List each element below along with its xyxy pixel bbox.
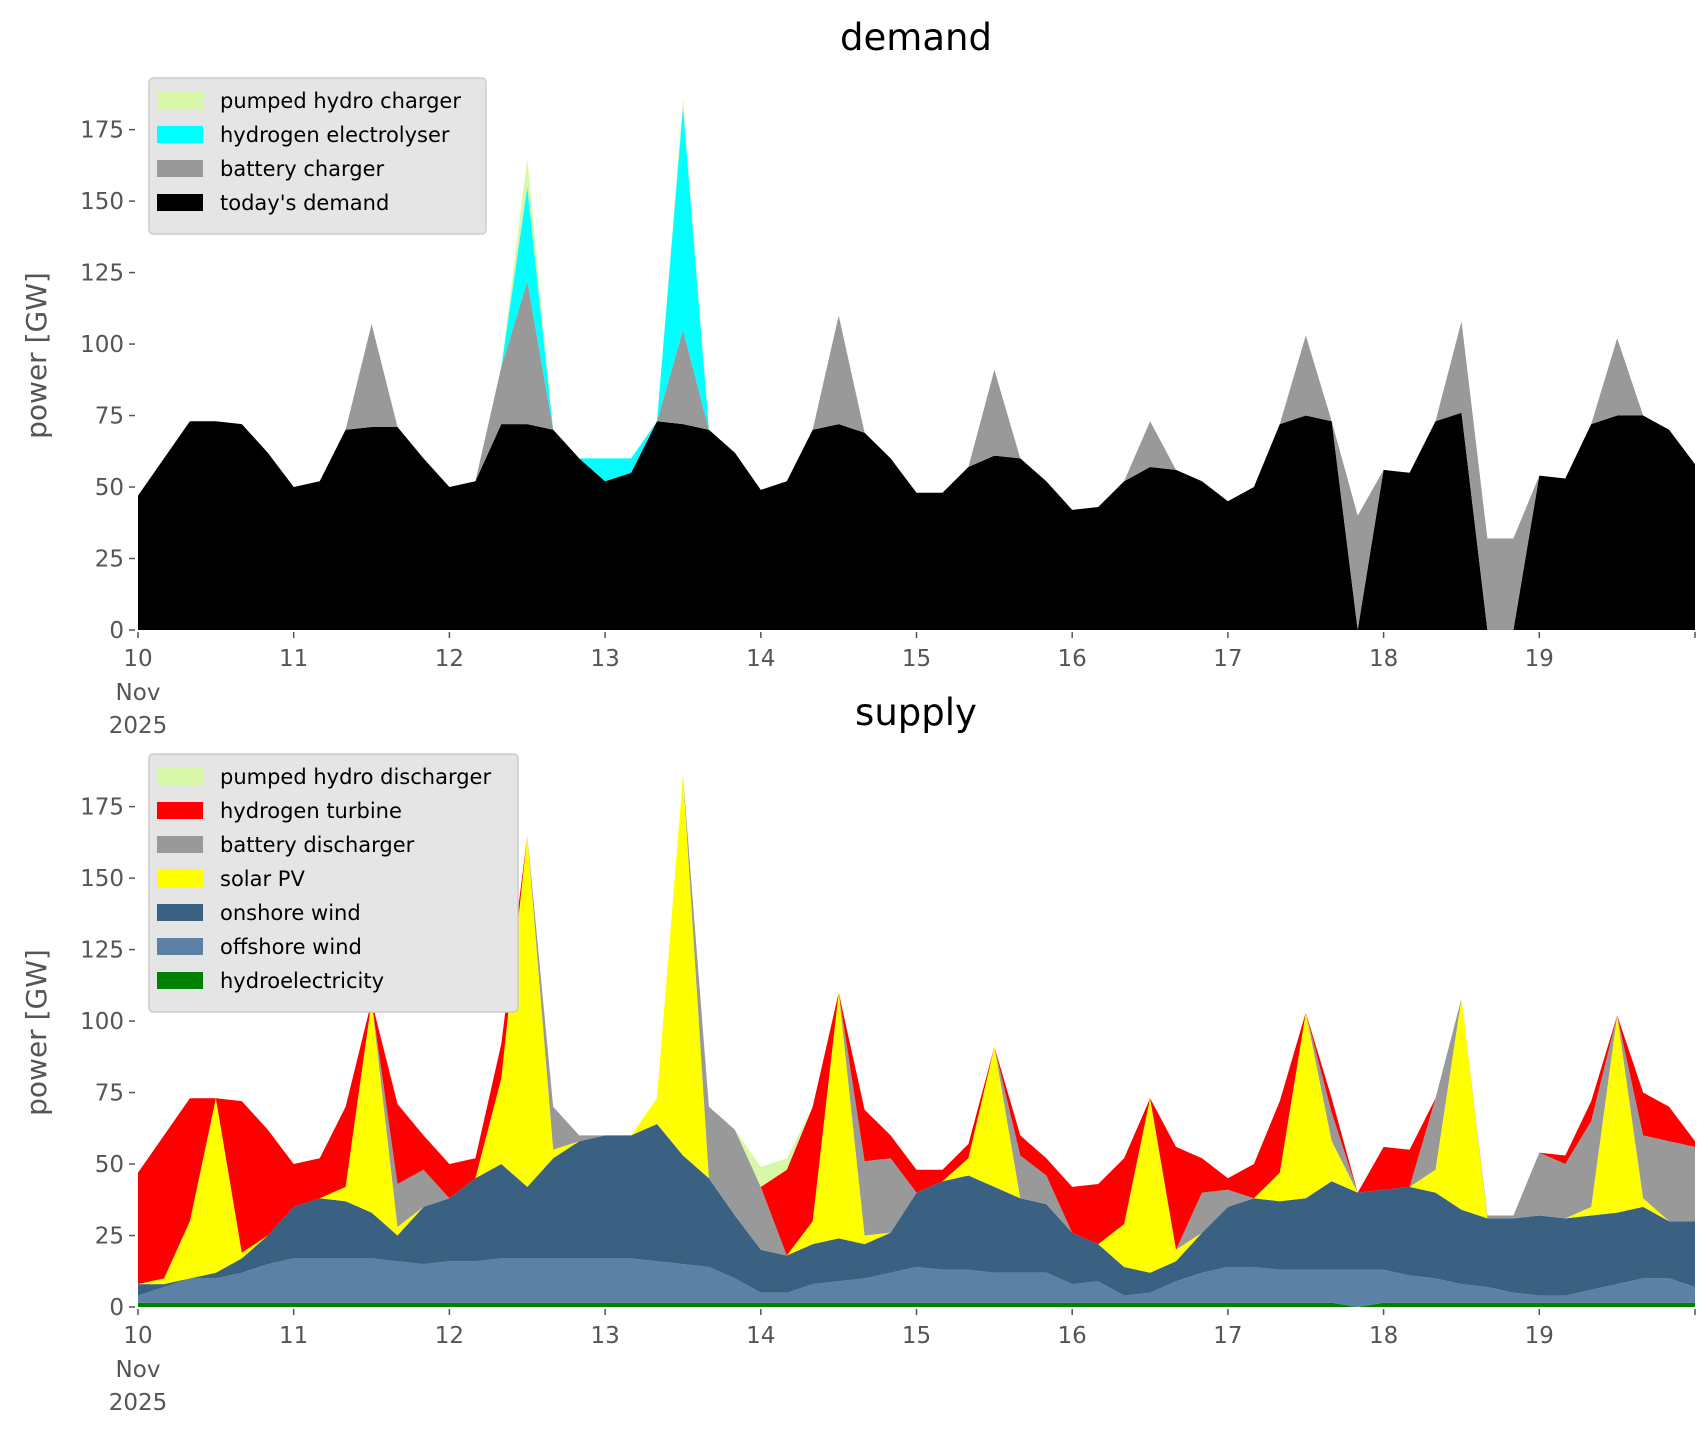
x-tick-sublabel: 2025 [109,713,168,739]
x-tick-label: 10 [123,646,152,672]
x-tick-label: 11 [279,1323,308,1349]
legend-label: battery charger [220,157,385,181]
x-tick-label: 11 [279,646,308,672]
x-tick-label: 12 [435,1323,464,1349]
x-tick-label: 10 [123,1323,152,1349]
y-tick-label: 125 [80,938,124,964]
x-tick-sublabel: 2025 [109,1390,168,1416]
legend: pumped hydro discharger hydrogen turbine b… [148,753,519,1013]
y-axis-label: power [GW] [20,949,53,1116]
area-hydrogen-electrolyser [138,106,1695,539]
legend-box [148,753,519,1013]
x-tick-label: 15 [902,646,931,672]
legend-label: today's demand [220,191,389,215]
legend-label: hydrogen turbine [220,799,402,823]
x-tick-label: 17 [1213,1323,1242,1349]
legend-box [148,77,487,235]
y-tick-label: 50 [95,1152,124,1178]
x-tick-label: 14 [746,1323,775,1349]
y-tick-label: 25 [95,1224,124,1250]
legend-swatch [157,92,203,109]
x-tick-label: 17 [1213,646,1242,672]
legend-swatch [157,904,203,921]
area-today-s-demand [138,412,1695,630]
x-tick-label: 19 [1525,1323,1554,1349]
legend-swatch [157,938,203,955]
legend-swatch [157,160,203,177]
y-tick-label: 50 [95,475,124,501]
legend-label: offshore wind [220,935,362,959]
chart-title: supply [855,691,977,734]
y-axis-label: power [GW] [20,272,53,439]
x-tick-label: 16 [1058,646,1087,672]
legend-label: pumped hydro discharger [220,765,491,789]
y-tick-label: 25 [95,547,124,573]
chart-title: demand [840,16,992,59]
x-tick-label: 14 [746,646,775,672]
x-tick-label: 13 [590,1323,619,1349]
y-tick-label: 75 [95,1081,124,1107]
y-tick-label: 175 [80,795,124,821]
legend-swatch [157,802,203,819]
legend-swatch [157,126,203,143]
legend-label: battery discharger [220,833,415,857]
legend-swatch [157,972,203,989]
legend-swatch [157,194,203,211]
y-tick-label: 100 [80,332,124,358]
area-hydrogen-turbine [138,775,1695,1285]
y-tick-label: 0 [109,1295,124,1321]
y-tick-label: 150 [80,189,124,215]
x-tick-label: 18 [1369,646,1398,672]
y-tick-label: 0 [109,618,124,644]
y-tick-label: 175 [80,118,124,144]
legend-swatch [157,870,203,887]
area-solar-pv [138,775,1695,1285]
x-tick-sublabel: Nov [116,680,161,706]
legend-swatch [157,836,203,853]
legend: pumped hydro charger hydrogen electrolyse… [148,77,487,235]
x-tick-sublabel: Nov [116,1357,161,1383]
legend-label: hydroelectricity [220,969,384,993]
chart-supply: supply power [GW] 0 25 50 75 100 125 150 175 10 11 1… [20,691,1696,1416]
y-tick-label: 75 [95,404,124,430]
y-tick-label: 150 [80,866,124,892]
y-tick-label: 100 [80,1009,124,1035]
x-tick-label: 18 [1369,1323,1398,1349]
area-hydroelectricity [138,1302,1695,1307]
x-tick-label: 16 [1058,1323,1087,1349]
area-offshore-wind [138,1258,1695,1307]
chart-demand: demand power [GW] 0 25 50 75 100 125 150 175 10 11 1… [20,16,1696,739]
legend-label: pumped hydro charger [220,89,461,113]
legend-label: solar PV [220,867,305,891]
area-battery-charger [138,281,1695,630]
x-tick-label: 15 [902,1323,931,1349]
area-onshore-wind [138,1124,1695,1296]
y-tick-label: 125 [80,261,124,287]
legend-swatch [157,768,203,785]
x-tick-label: 12 [435,646,464,672]
legend-label: hydrogen electrolyser [220,123,450,147]
x-tick-label: 19 [1525,646,1554,672]
legend-label: onshore wind [220,901,361,925]
x-tick-label: 13 [590,646,619,672]
